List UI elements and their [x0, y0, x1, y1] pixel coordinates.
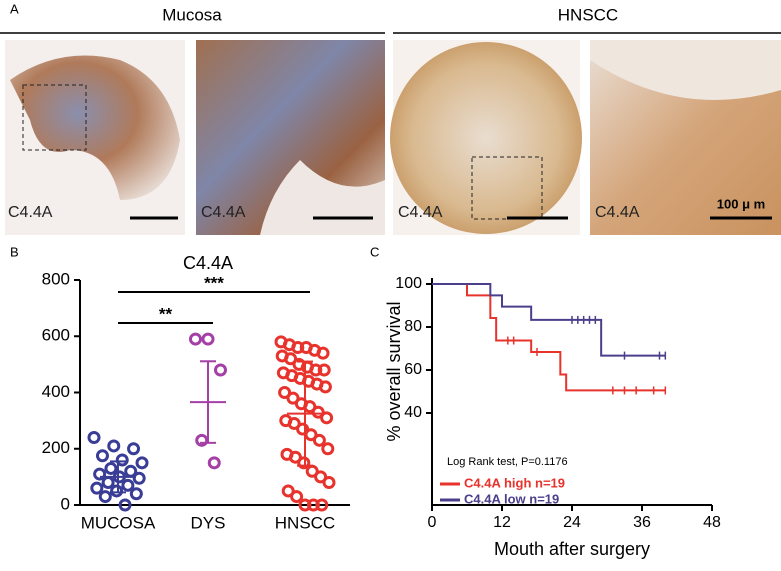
data-point — [312, 433, 326, 447]
data-point — [306, 498, 320, 512]
data-point — [322, 476, 336, 489]
data-point — [316, 346, 330, 360]
scale-label: 100 μ m — [717, 196, 765, 211]
x-tick-label: HNSCC — [275, 513, 335, 532]
y-axis-label: % overall survival — [384, 301, 404, 441]
stain-label: C4.4A — [201, 204, 246, 221]
data-point — [118, 498, 132, 512]
x-tick-label: 48 — [703, 514, 721, 531]
micrograph — [390, 40, 582, 235]
data-point — [320, 411, 334, 425]
header: HNSCC — [558, 5, 618, 24]
data-point — [101, 476, 115, 489]
data-point — [314, 470, 328, 484]
x-tick-label: 36 — [633, 514, 651, 531]
x-tick-label: MUCOSA — [81, 513, 156, 532]
data-point — [93, 467, 107, 481]
chart-title: C4.4A — [183, 253, 233, 273]
data-point — [135, 456, 149, 470]
data-point — [281, 484, 295, 498]
annotation: Log Rank test, P=0.1176 — [447, 456, 568, 468]
stain-label: C4.4A — [398, 204, 443, 221]
survival-plot: 40 60 80 100 0 12 24 36 48 Mouth after surgery % o… — [384, 275, 721, 559]
data-point — [311, 405, 325, 419]
data-point — [297, 456, 311, 470]
panel-label: C — [370, 244, 379, 259]
data-point — [278, 386, 292, 399]
data-point — [90, 481, 104, 495]
data-point — [290, 490, 304, 504]
survival-curve — [432, 283, 666, 392]
data-point — [104, 461, 118, 475]
y-tick-label: 100 — [395, 275, 422, 292]
data-point — [317, 363, 331, 377]
panel-label: B — [10, 244, 19, 259]
legend-label: C4.4A high n=19 — [464, 475, 565, 490]
significance-label: ** — [159, 304, 173, 323]
data-point — [284, 352, 298, 366]
x-tick-label: 24 — [563, 514, 581, 531]
data-point — [288, 450, 302, 464]
data-point — [115, 453, 129, 467]
panel-label: A — [10, 1, 19, 16]
data-point — [298, 498, 312, 512]
stain-label: C4.4A — [8, 204, 53, 221]
data-point — [189, 332, 202, 346]
data-point — [309, 363, 323, 377]
data-point — [296, 422, 310, 436]
data-point — [87, 431, 101, 444]
data-point — [214, 363, 227, 377]
data-point — [132, 471, 146, 485]
y-tick-label: 80 — [404, 318, 422, 335]
data-point — [207, 456, 221, 470]
y-tick-label: 60 — [404, 361, 422, 378]
y-tick-label: 200 — [42, 438, 70, 457]
data-point — [315, 498, 329, 512]
stain-label: C4.4A — [595, 204, 640, 221]
significance-label: *** — [204, 273, 224, 292]
data-point — [98, 490, 112, 504]
data-point — [291, 341, 305, 354]
data-point — [195, 433, 209, 447]
micrograph — [590, 40, 781, 235]
y-tick-label: 400 — [42, 382, 70, 401]
x-tick-label: 12 — [493, 514, 511, 531]
y-tick-label: 40 — [404, 404, 422, 421]
y-tick-label: 800 — [42, 269, 70, 288]
data-point — [318, 380, 332, 394]
y-tick-label: 0 — [61, 494, 70, 513]
y-tick-label: 600 — [42, 326, 70, 345]
x-tick-label: 0 — [428, 514, 437, 531]
data-point — [287, 416, 301, 430]
data-point — [95, 449, 109, 463]
legend-label: C4.4A low n=19 — [464, 491, 559, 506]
data-point — [201, 332, 215, 346]
data-point — [127, 442, 141, 456]
data-point — [321, 442, 335, 456]
data-point — [121, 478, 135, 492]
x-axis-label: Mouth after surgery — [494, 539, 650, 559]
x-tick-label: DYS — [191, 513, 226, 532]
data-point — [286, 391, 300, 405]
micrograph — [5, 40, 185, 235]
data-point — [107, 439, 121, 453]
data-point — [110, 484, 124, 498]
header: Mucosa — [162, 5, 222, 24]
survival-curve — [432, 283, 666, 357]
data-point — [129, 487, 143, 501]
micrograph — [196, 40, 385, 235]
